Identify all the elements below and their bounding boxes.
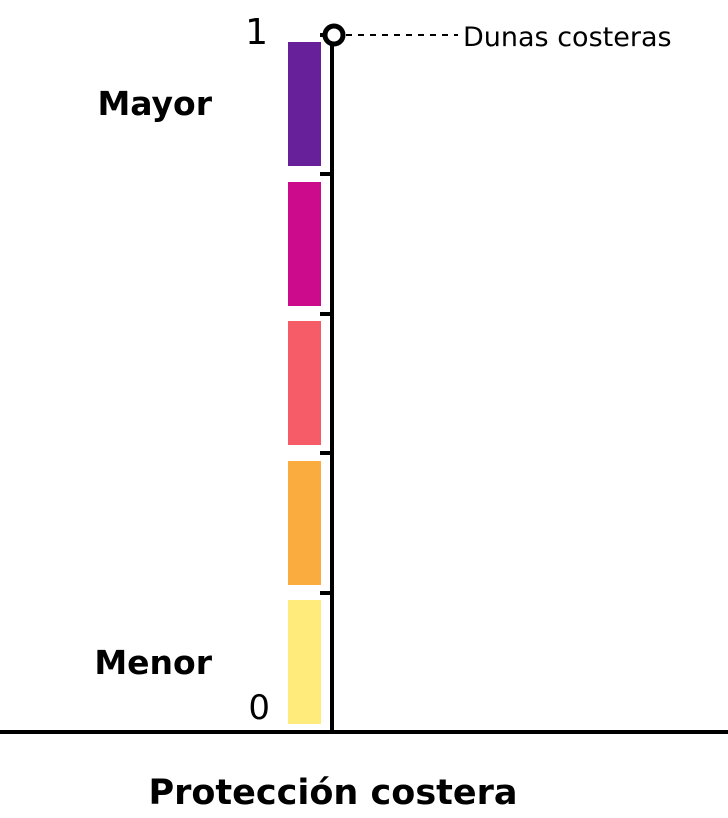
bottom-value-label: 0 xyxy=(248,688,270,728)
top-value-label: 1 xyxy=(245,12,268,53)
dunas-costeras-marker xyxy=(322,23,458,47)
axis-title: Protección costera xyxy=(148,773,517,813)
scale-band-3 xyxy=(288,321,321,445)
color-scale xyxy=(288,42,321,724)
scale-band-5 xyxy=(288,600,321,724)
low-label: Menor xyxy=(94,643,212,682)
scale-band-2 xyxy=(288,182,321,306)
high-label: Mayor xyxy=(97,84,212,123)
scale-band-1 xyxy=(288,42,321,166)
marker-circle-icon xyxy=(322,23,346,47)
scale-band-4 xyxy=(288,461,321,585)
marker-label: Dunas costeras xyxy=(463,22,672,53)
